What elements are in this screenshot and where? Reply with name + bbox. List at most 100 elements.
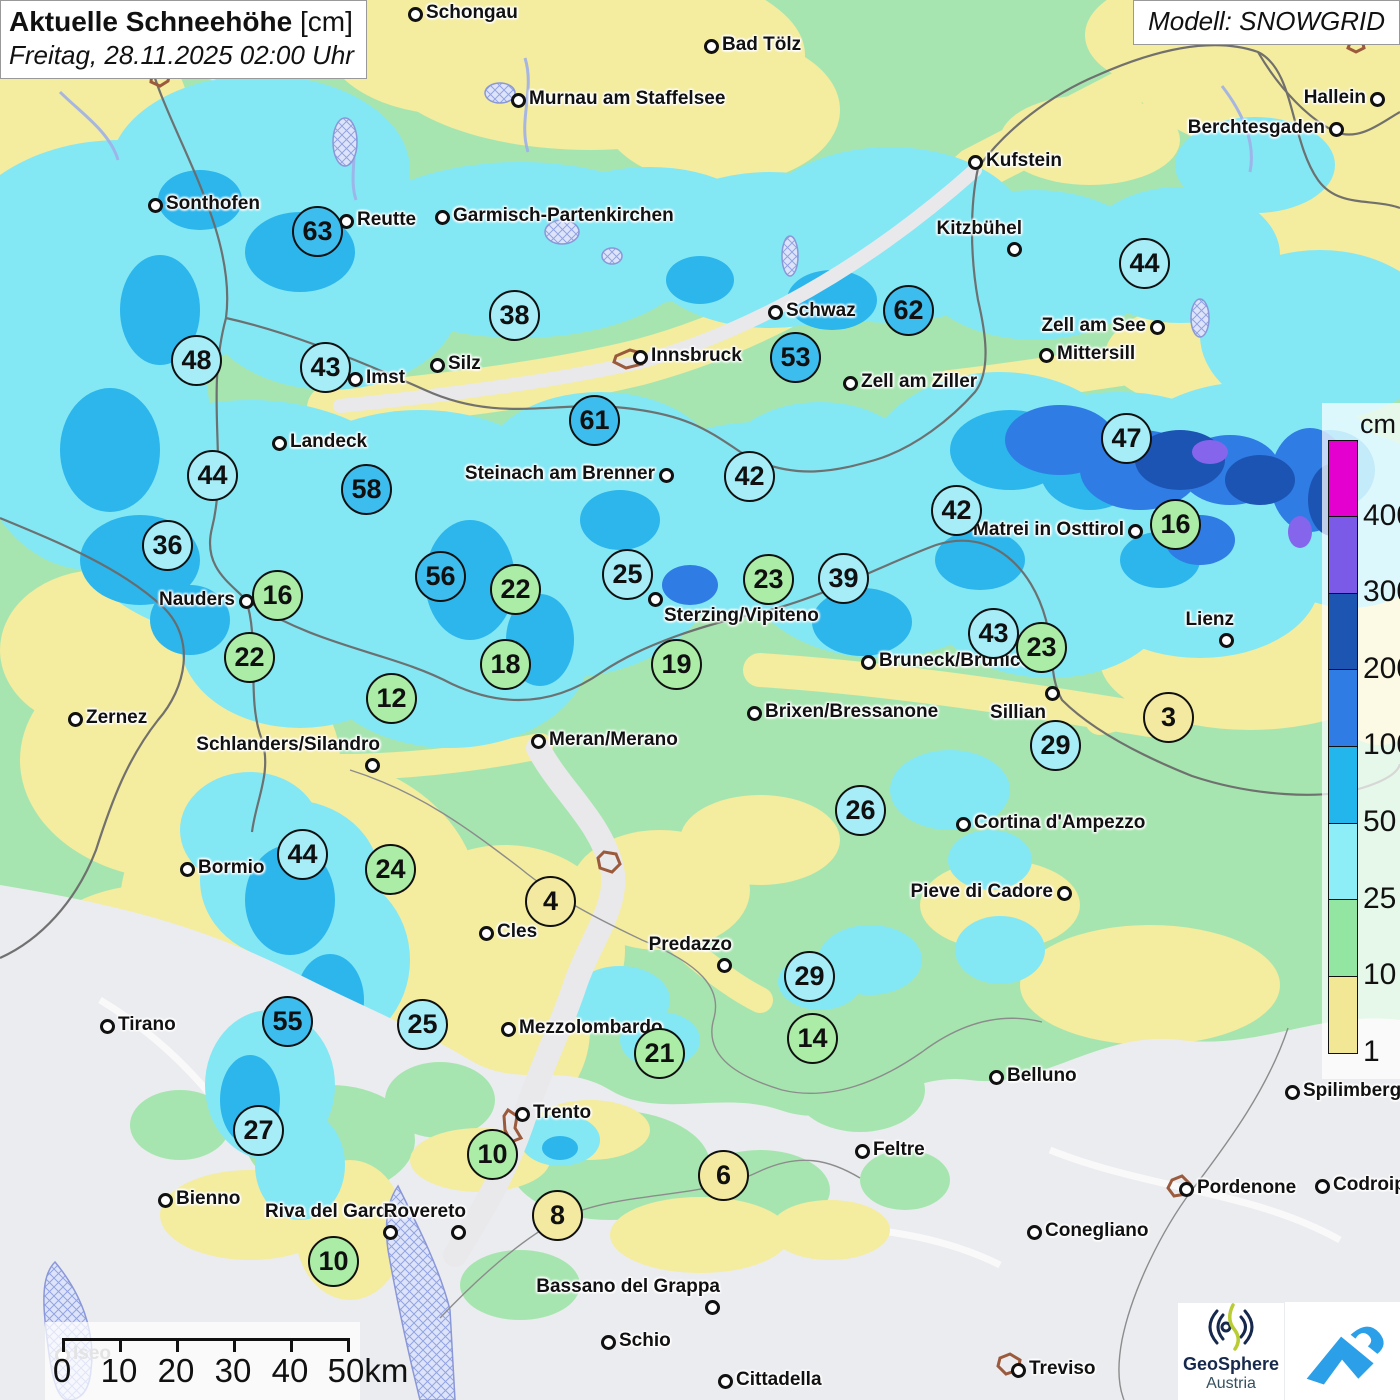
legend-level: 25 [1328,822,1396,915]
city-label: Pordenone [1197,1177,1297,1198]
city-label: Lienz [1185,609,1234,630]
title-box: Aktuelle Schneehöhe [cm] Freitag, 28.11.… [0,0,367,79]
city-label: Spilimbergo [1303,1080,1400,1101]
city-marker-icon [704,39,719,54]
city-marker-icon [1329,122,1344,137]
snow-depth-badge: 10 [308,1236,359,1287]
snow-depth-badge: 4 [525,876,576,927]
legend-level: 1 [1328,975,1380,1068]
city-marker-icon [717,958,732,973]
city-marker-icon [511,93,526,108]
city-label: Cittadella [736,1369,822,1390]
city-label: Brixen/Bressanone [765,701,939,722]
city-label: Pieve di Cadore [910,881,1053,902]
legend-level: 400 [1328,439,1400,532]
scale-bar-label: 30 [214,1352,252,1389]
snow-depth-badge: 63 [292,206,343,257]
city-label: Steinach am Brenner [464,463,655,484]
city-label: Zell am See [1041,315,1146,336]
city-marker-icon [1179,1182,1194,1197]
snow-depth-badge: 25 [397,999,448,1050]
city-label: Schio [619,1330,671,1351]
city-label: Feltre [873,1139,925,1160]
city-marker-icon [1039,348,1054,363]
snow-depth-badge: 43 [968,608,1019,659]
city-marker-icon [148,198,163,213]
city-marker-icon [531,734,546,749]
legend-color-bar: 400 300 200 100 50 25 10 1 [1328,439,1400,1068]
snow-depth-badge: 55 [262,996,313,1047]
map-title: Aktuelle Schneehöhe [cm] [9,6,354,38]
scale-bar-tick [347,1338,350,1352]
city-label: Sterzing/Vipiteno [664,605,819,626]
snow-depth-badge: 14 [787,1013,838,1064]
legend-color-swatch [1329,593,1357,670]
scale-bar-tick [233,1338,236,1352]
city-marker-icon [1027,1225,1042,1240]
snow-depth-badge: 44 [1119,238,1170,289]
legend-level: 200 [1328,592,1400,685]
city-marker-icon [479,926,494,941]
city-marker-icon [68,712,83,727]
city-marker-icon [515,1107,530,1122]
legend-tick-label: 400 [1363,498,1400,532]
city-marker-icon [1128,524,1143,539]
snow-depth-badge: 27 [233,1105,284,1156]
geosphere-logo-icon [1208,1303,1254,1351]
scale-bar-tick [119,1338,122,1352]
mountain-logo-icon [1306,1326,1384,1385]
snow-depth-badge: 44 [187,450,238,501]
city-label: Sillian [990,702,1046,723]
legend-color-swatch [1329,747,1357,824]
legend-tick-label: 1 [1363,1034,1380,1068]
map-datetime: Freitag, 28.11.2025 02:00 Uhr [9,40,354,70]
city-marker-icon [1007,242,1022,257]
city-label: Hallein [1303,87,1366,108]
snow-depth-badge: 12 [366,673,417,724]
city-marker-icon [180,862,195,877]
legend-tick-label: 300 [1363,575,1400,609]
city-label: Bormio [198,857,265,878]
snow-depth-badge: 10 [467,1129,518,1180]
city-marker-icon [843,376,858,391]
city-marker-icon [408,7,423,22]
geosphere-logo-text: GeoSphere [1182,1354,1280,1374]
legend-tick-label: 25 [1363,881,1397,915]
city-marker-icon [747,706,762,721]
city-label: Riva del Garda [264,1201,398,1222]
city-label: Rovereto [383,1201,466,1222]
city-label: Kufstein [986,150,1062,171]
city-marker-icon [158,1193,173,1208]
legend-color-swatch [1329,823,1357,900]
avalanche-service-logo [1285,1302,1400,1400]
city-label: Bassano del Grappa [536,1276,720,1297]
scale-bar-tick [62,1338,65,1352]
city-marker-icon [451,1225,466,1240]
legend-color-swatch [1329,976,1357,1053]
city-label: Matrei in Osttirol [973,519,1124,540]
city-marker-icon [968,155,983,170]
lake-garda [385,1184,456,1400]
city-label: Treviso [1029,1358,1096,1379]
city-marker-icon [956,817,971,832]
city-marker-icon [989,1070,1004,1085]
scale-bar-label: 20 [157,1352,195,1389]
city-marker-icon [768,305,783,320]
legend-color-swatch [1329,900,1357,977]
city-marker-icon [1219,633,1234,648]
snow-depth-badge: 42 [724,451,775,502]
city-label: Tirano [118,1014,176,1035]
city-label: Reutte [357,209,417,230]
scale-bar: 0 10 20 30 40 50km [45,1322,408,1400]
snow-depth-badge: 29 [1030,720,1081,771]
snow-depth-badge: 44 [277,829,328,880]
city-marker-icon [1315,1179,1330,1194]
city-marker-icon [1011,1363,1026,1378]
city-marker-icon [648,592,663,607]
city-label: Sonthofen [166,193,260,214]
snow-depth-badge: 39 [818,553,869,604]
city-label: Schongau [426,2,518,23]
city-label: Meran/Merano [549,729,678,750]
snow-depth-badge: 22 [224,632,275,683]
